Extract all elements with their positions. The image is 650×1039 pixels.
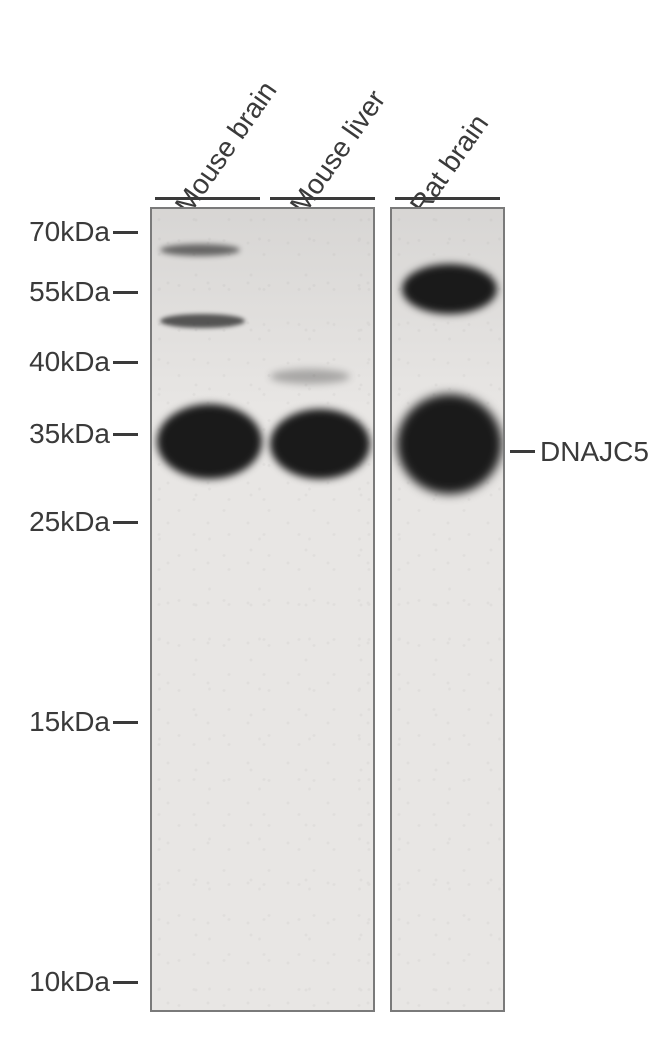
band-p2-2 — [397, 394, 502, 494]
mw-label-25: 25kDa — [0, 506, 110, 538]
band-p1-1 — [160, 244, 240, 256]
blot-panel-2 — [390, 207, 505, 1012]
lane-label-3: Rat brain — [404, 109, 495, 220]
mw-tick-70 — [113, 231, 138, 234]
mw-label-70: 70kDa — [0, 216, 110, 248]
band-p1-2 — [160, 314, 245, 328]
lane-underline-1 — [155, 197, 260, 200]
mw-label-40: 40kDa — [0, 346, 110, 378]
mw-label-10: 10kDa — [0, 966, 110, 998]
band-p1-3 — [157, 404, 262, 479]
mw-label-55: 55kDa — [0, 276, 110, 308]
band-p1-5 — [270, 369, 350, 384]
mw-tick-10 — [113, 981, 138, 984]
target-tick — [510, 450, 535, 453]
mw-tick-15 — [113, 721, 138, 724]
blot-panel-1 — [150, 207, 375, 1012]
lane-underline-2 — [270, 197, 375, 200]
mw-tick-55 — [113, 291, 138, 294]
western-blot-figure: Mouse brain Mouse liver Rat brain 70kDa … — [0, 0, 650, 1039]
mw-label-35: 35kDa — [0, 418, 110, 450]
band-p2-1 — [402, 264, 497, 314]
mw-tick-25 — [113, 521, 138, 524]
lane-underline-3 — [395, 197, 500, 200]
mw-label-15: 15kDa — [0, 706, 110, 738]
band-p1-4 — [270, 409, 370, 479]
target-label: DNAJC5 — [540, 436, 649, 468]
mw-tick-35 — [113, 433, 138, 436]
mw-tick-40 — [113, 361, 138, 364]
